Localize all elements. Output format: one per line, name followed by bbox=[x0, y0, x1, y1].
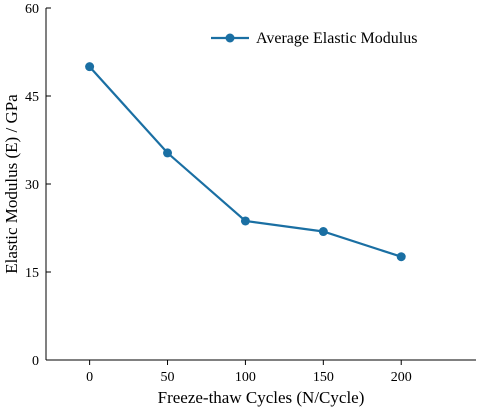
y-axis-title: Elastic Modulus (E) / GPa bbox=[2, 94, 21, 274]
x-tick-label: 100 bbox=[235, 370, 256, 385]
y-tick-label: 45 bbox=[25, 90, 39, 105]
data-point bbox=[163, 148, 173, 158]
x-tick-label: 150 bbox=[313, 370, 334, 385]
series-line bbox=[88, 65, 402, 258]
data-point bbox=[240, 216, 250, 226]
y-tick-label: 30 bbox=[25, 178, 39, 193]
series-layer bbox=[85, 62, 406, 262]
data-point bbox=[318, 227, 328, 237]
x-tick-label: 200 bbox=[391, 370, 412, 385]
y-tick-label: 60 bbox=[25, 2, 39, 17]
legend-label: Average Elastic Modulus bbox=[256, 30, 417, 47]
y-tick-label: 15 bbox=[25, 266, 39, 281]
x-tick-label: 50 bbox=[161, 370, 175, 385]
data-point bbox=[85, 62, 95, 72]
axis-ticks: 0 15 30 45 60 0 50 100 150 200 bbox=[25, 2, 412, 385]
y-tick-label: 0 bbox=[32, 354, 39, 369]
legend: Average Elastic Modulus bbox=[211, 30, 417, 47]
x-axis-title: Freeze-thaw Cycles (N/Cycle) bbox=[158, 388, 365, 407]
legend-marker bbox=[225, 33, 235, 43]
axes bbox=[45, 8, 476, 361]
x-tick-label: 0 bbox=[86, 370, 93, 385]
data-point bbox=[396, 252, 406, 262]
